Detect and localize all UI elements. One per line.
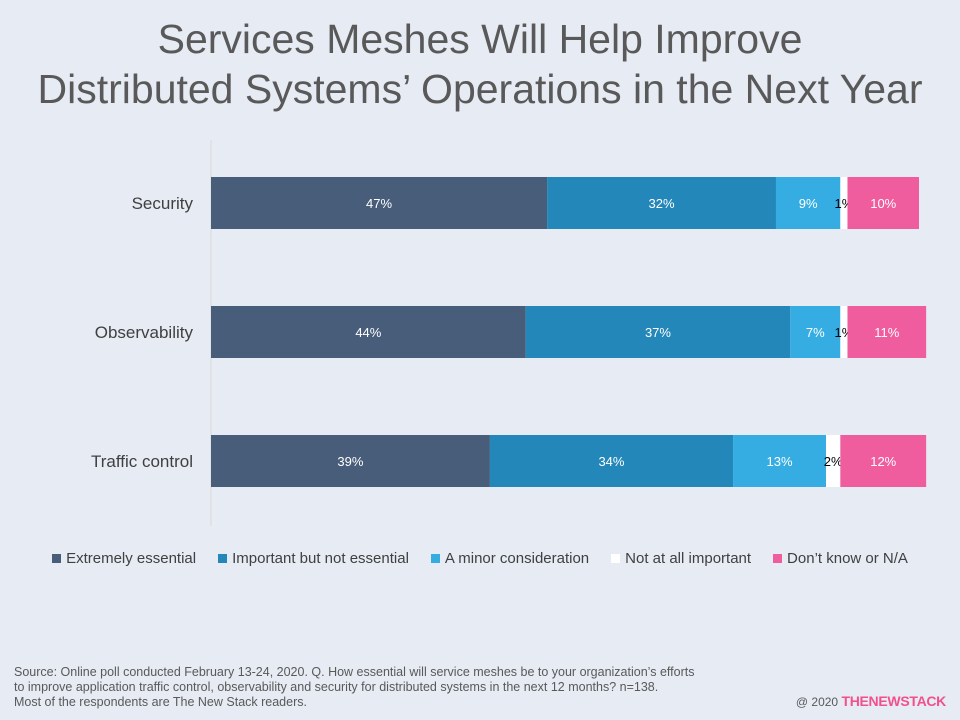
bar-traffic-control-extremely-essential (211, 435, 490, 487)
legend-label-extremely-essential: Extremely essential (66, 550, 197, 567)
bar-observability-important-but-not-essential (525, 306, 791, 358)
legend-item-extremely-essential: Extremely essential (52, 550, 196, 567)
legend-item-important-but-not-essential: Important but not essential (218, 550, 409, 567)
bar-observability-a-minor-consideration (790, 306, 841, 358)
legend-item-don-t-know-or-n-a: Don’t know or N/A (773, 550, 908, 567)
data-label-traffic-control-not-at-all-important: 2% (824, 454, 843, 469)
bar-observability-don-t-know-or-n-a (847, 306, 927, 358)
legend-swatch-important-but-not-essential (218, 554, 228, 563)
source-line-1: Source: Online poll conducted February 1… (14, 665, 695, 679)
chart-title-line-2: Distributed Systems’ Operations in the N… (37, 66, 923, 112)
source-line-3: Most of the respondents are The New Stac… (14, 695, 307, 709)
bar-security-extremely-essential (211, 177, 548, 229)
category-label-security: Security (132, 194, 194, 213)
legend-label-important-but-not-essential: Important but not essential (232, 550, 409, 567)
bar-traffic-control-important-but-not-essential (489, 435, 734, 487)
bar-security-important-but-not-essential (547, 177, 776, 229)
bar-observability-not-at-all-important (840, 306, 848, 358)
data-label-security-important-but-not-essential: 32% (649, 196, 675, 211)
legend-swatch-a-minor-consideration (430, 554, 440, 563)
chart-title: Services Meshes Will Help Improve Distri… (0, 14, 960, 114)
category-label-observability: Observability (95, 323, 194, 342)
legend: Extremely essential Important but not ess… (0, 550, 960, 567)
legend-swatch-not-at-all-important (611, 554, 621, 563)
data-label-observability-a-minor-consideration: 7% (806, 325, 825, 340)
source-note: Source: Online poll conducted February 1… (14, 665, 774, 710)
data-label-observability-extremely-essential: 44% (355, 325, 381, 340)
bar-security-don-t-know-or-n-a (847, 177, 919, 229)
copyright-text: @ 2020 (795, 695, 839, 709)
data-label-security-a-minor-consideration: 9% (799, 196, 818, 211)
data-label-traffic-control-don-t-know-or-n-a: 12% (870, 454, 896, 469)
bar-traffic-control-don-t-know-or-n-a (840, 435, 927, 487)
data-label-traffic-control-a-minor-consideration: 13% (767, 454, 793, 469)
data-label-traffic-control-extremely-essential: 39% (337, 454, 363, 469)
bar-security-a-minor-consideration (775, 177, 841, 229)
data-label-observability-don-t-know-or-n-a: 11% (874, 325, 899, 340)
chart-title-line-1: Services Meshes Will Help Improve (157, 16, 803, 62)
data-label-traffic-control-important-but-not-essential: 34% (598, 454, 624, 469)
legend-item-a-minor-consideration: A minor consideration (430, 550, 590, 567)
legend-item-not-at-all-important: Not at all important (611, 550, 751, 567)
legend-label-not-at-all-important: Not at all important (625, 550, 752, 567)
bar-traffic-control-a-minor-consideration (733, 435, 827, 487)
bar-traffic-control-not-at-all-important (826, 435, 841, 487)
source-line-2: to improve application traffic control, … (14, 680, 659, 694)
legend-label-don-t-know-or-n-a: Don’t know or N/A (787, 550, 908, 567)
bar-observability-extremely-essential (211, 306, 526, 358)
data-label-security-extremely-essential: 47% (366, 196, 392, 211)
legend-swatch-don-t-know-or-n-a (773, 554, 783, 563)
category-label-traffic-control: Traffic control (91, 452, 193, 471)
bar-security-not-at-all-important (840, 177, 848, 229)
legend-label-a-minor-consideration: A minor consideration (444, 550, 590, 567)
data-label-observability-important-but-not-essential: 37% (645, 325, 671, 340)
brand-logo: THENEWSTACK (841, 693, 946, 709)
footer-brand: @ 2020 THENEWSTACK (796, 693, 946, 709)
legend-swatch-extremely-essential (52, 554, 62, 563)
data-label-security-don-t-know-or-n-a: 10% (870, 196, 896, 211)
